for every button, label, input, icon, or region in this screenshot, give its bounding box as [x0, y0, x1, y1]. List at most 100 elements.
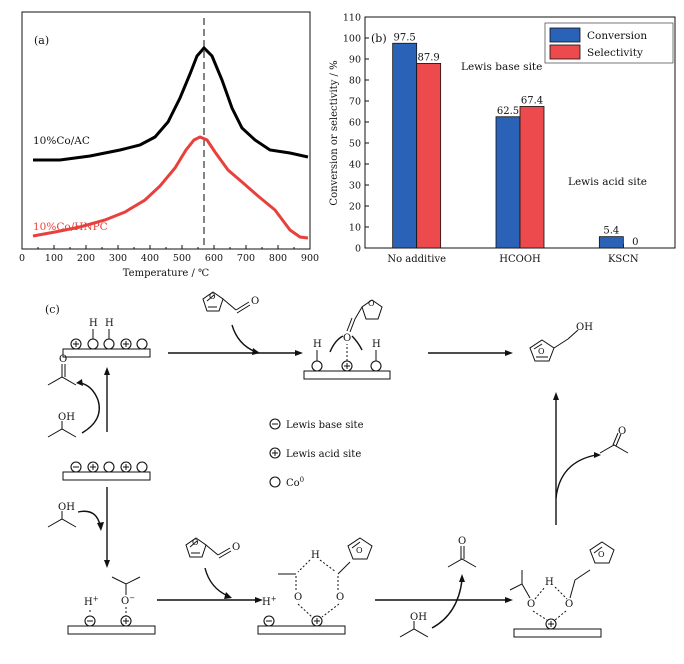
catalyst-surface: [257, 625, 346, 635]
y-tick-label: 70: [349, 97, 361, 108]
bar-value-label: 87.9: [418, 52, 440, 63]
x-tick-label: 500: [173, 253, 191, 264]
acetone-molecule: O: [47, 354, 77, 386]
catalyst-surface: [513, 628, 602, 638]
furfural-molecule: O O: [185, 537, 240, 559]
co-site: [370, 360, 382, 372]
base-site: [70, 461, 82, 473]
y-axis-ticks: 0 10 20 30 40 50 60 70 80 90 100 110: [343, 13, 369, 255]
hydrogen-atom: H: [311, 550, 320, 561]
panel-a-frame: [21, 11, 311, 250]
acid-site: [311, 615, 323, 627]
acid-site: [545, 618, 557, 630]
legend-label-acid: Lewis acid site: [286, 449, 361, 460]
bar-value-label: 62.5: [497, 106, 519, 117]
catalyst-surface: [303, 370, 391, 380]
y-tick-label: 50: [349, 139, 361, 150]
oxygen-atom: O: [251, 296, 259, 307]
acid-site: [120, 461, 132, 473]
x-tick-label: 700: [237, 253, 255, 264]
bar-value-label: 0: [632, 237, 638, 248]
x-tick-label: 100: [45, 253, 63, 264]
x-tick-label: 900: [301, 253, 319, 264]
x-tick-label: 200: [77, 253, 95, 264]
y-tick-label: 30: [349, 181, 361, 192]
oxygen-atom: O: [59, 354, 67, 365]
panel-b-label: (b): [371, 32, 387, 45]
proton: H+: [84, 595, 99, 608]
series-line-co-ac: [33, 45, 309, 162]
bar-conversion: [598, 236, 624, 249]
hydrogen-atom: H: [545, 577, 554, 588]
bar-selectivity: [519, 106, 545, 249]
base-site: [84, 615, 96, 627]
annotation-lewis-acid: Lewis acid site: [568, 176, 647, 188]
legend-label-base: Lewis base site: [286, 420, 364, 431]
co-site: [103, 338, 115, 350]
y-tick-label: 110: [343, 13, 361, 24]
isopropanol-molecule: OH: [47, 412, 77, 438]
oxygen-atom: O: [368, 299, 375, 308]
annotation-lewis-base: Lewis base site: [461, 61, 542, 73]
acetone-molecule: O: [599, 426, 629, 454]
bar-value-label: 67.4: [521, 95, 543, 106]
legend-base-site-icon: [269, 418, 281, 430]
series-label-co-hnpc: 10%Co/HNPC: [33, 221, 108, 233]
oxygen-atom: O: [527, 599, 535, 610]
acid-site: [70, 338, 82, 350]
hydrogen-atom: H: [89, 318, 98, 329]
y-tick-label: 0: [355, 244, 361, 255]
panel-a-label: (a): [34, 34, 49, 47]
legend-co-icon: [269, 476, 281, 488]
legend-label-conversion: Conversion: [587, 30, 647, 42]
x-tick-label: 0: [19, 253, 25, 264]
surface-bottom-left: H+ O−: [67, 576, 156, 635]
catalyst-surface: [67, 625, 156, 635]
acetone-molecule: O: [447, 536, 477, 568]
bar-value-label: 5.4: [603, 226, 619, 237]
oxygen-atom: O: [458, 536, 466, 547]
bar-value-label: 97.5: [394, 32, 416, 43]
hydrogen-atom: H: [372, 339, 381, 350]
base-site: [263, 615, 275, 627]
co-site: [103, 461, 115, 473]
y-tick-label: 100: [343, 34, 361, 45]
legend-swatch-selectivity: [549, 44, 581, 60]
y-tick-label: 80: [349, 76, 361, 87]
y-tick-label: 90: [349, 55, 361, 66]
furfuryl-alcohol: O OH: [529, 322, 593, 362]
isopropanol-molecule: OH: [47, 502, 77, 528]
x-tick-label: KSCN: [608, 254, 639, 265]
x-tick-label: 400: [141, 253, 159, 264]
acid-site: [87, 461, 99, 473]
bars: No additive 97.587.9 HCOOH 62.567.4 KSCN 5.4 0: [387, 32, 639, 265]
hydroxyl-group: OH: [410, 612, 427, 623]
oxygen-atom: O: [598, 550, 605, 559]
x-tick-label: 600: [205, 253, 223, 264]
oxygen-atom: O: [565, 599, 573, 610]
bar-conversion: [495, 116, 521, 249]
catalyst-surface: [62, 471, 151, 481]
furfural-molecule: O O: [202, 291, 259, 314]
catalyst-surface: [62, 348, 151, 358]
scheme-legend: Lewis base site Lewis acid site Co0: [269, 418, 364, 489]
proton: H+: [262, 595, 277, 608]
oxygen-atom: O: [294, 592, 302, 603]
hydroxyl-group: OH: [58, 412, 75, 423]
oxygen-atom: O: [192, 538, 199, 547]
oxygen-atom: O: [232, 542, 240, 553]
panel-a: (a) 10%Co/AC 10%Co/HNPC 0 100 200 300 400 500…: [19, 11, 319, 279]
y-tick-label: 40: [349, 160, 361, 171]
surface-top-left: H H: [62, 318, 151, 358]
bar-conversion: [392, 42, 418, 249]
x-axis-ticks: 0 100 200 300 400 500 600 700 800 900: [19, 245, 319, 264]
x-tick-label: 300: [109, 253, 127, 264]
hydrogen-atom: H: [105, 318, 114, 329]
surface-middle-left: [62, 461, 151, 481]
surface-bottom-middle: H+ O O H O: [257, 537, 373, 635]
acid-site: [341, 360, 353, 372]
acid-site: [120, 615, 132, 627]
alkoxide-oxygen: O−: [121, 594, 135, 607]
